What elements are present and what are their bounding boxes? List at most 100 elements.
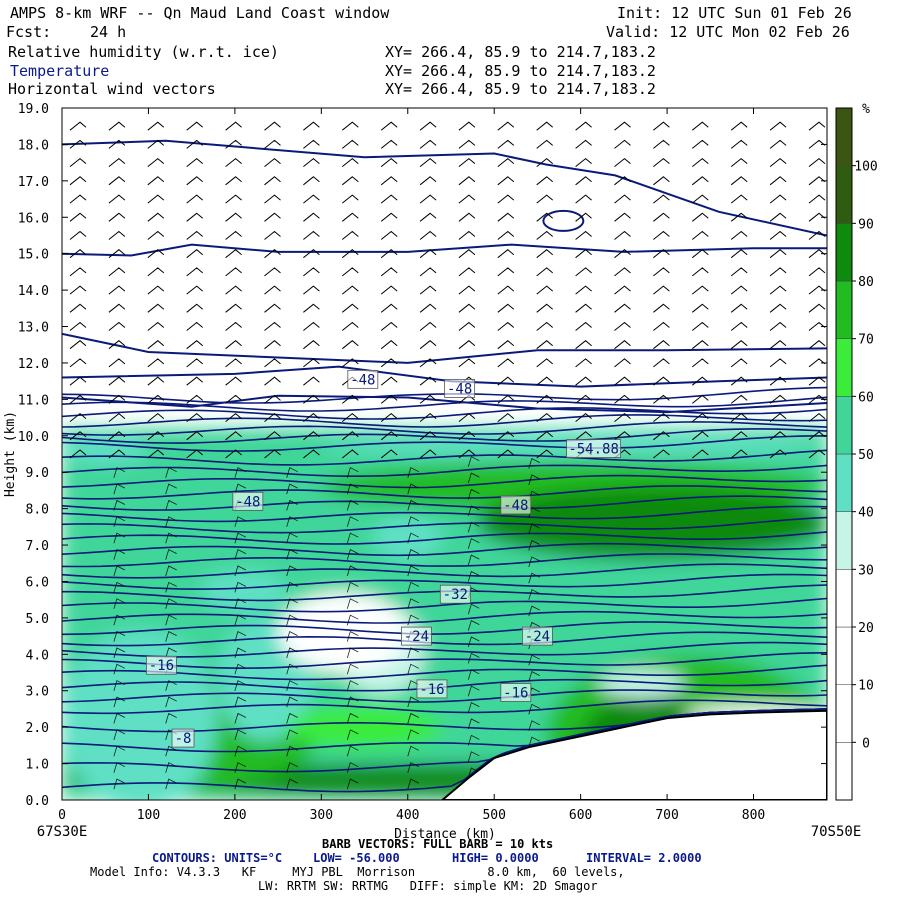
colorbar-segment <box>835 165 853 224</box>
colorbar-segment <box>835 280 853 339</box>
colorbar-label: 50 <box>858 448 874 463</box>
contour-label: -16 <box>416 679 448 699</box>
contour-label-box <box>500 683 532 702</box>
colorbar-segment <box>835 453 853 512</box>
contour-label: -48 <box>232 491 264 511</box>
field-xy-wind: XY= 266.4, 85.9 to 214.7,183.2 <box>385 80 656 98</box>
terrain-surface <box>440 709 827 800</box>
y-tick-label: 15.0 <box>18 248 49 263</box>
x-tick-label: 800 <box>742 808 765 823</box>
contour-label-box <box>401 626 432 646</box>
contour-label-box <box>522 626 553 646</box>
temperature-contour <box>62 531 827 545</box>
y-tick-label: 9.0 <box>26 466 49 481</box>
y-tick-label: 13.0 <box>18 321 49 336</box>
contour-label: -48 <box>500 495 532 515</box>
rh-blob <box>200 570 287 611</box>
colorbar: 0 10 20 30 40 50 60 70 80 90 100 <box>835 107 878 801</box>
colorbar-label: 100 <box>854 160 877 175</box>
contour-label-box <box>416 679 448 699</box>
forecast-hour: 24 h <box>90 23 127 41</box>
contour-label-box <box>171 728 195 748</box>
temperature-contour <box>62 621 827 636</box>
contour-label-text: -16 <box>149 658 174 674</box>
contour-label-box <box>232 491 264 511</box>
contour-label: -24 <box>401 626 432 646</box>
y-tick-label: 14.0 <box>18 284 49 299</box>
contour-label-text: -48 <box>447 381 472 397</box>
contour-label-text: -24 <box>525 629 550 645</box>
contour-label-box <box>146 655 177 675</box>
contour-label-text: -48 <box>503 498 528 514</box>
temperature-contour <box>62 485 827 500</box>
valid-time: Valid: 12 UTC Mon 02 Feb 26 <box>606 23 850 41</box>
colorbar-segment <box>835 569 853 628</box>
colorbar-segment <box>835 396 853 455</box>
temperature-contour <box>62 699 827 715</box>
temperature-contour <box>62 563 827 579</box>
temperature-contour <box>62 641 827 658</box>
y-tick-label: 0.0 <box>26 794 49 809</box>
y-tick-label: 19.0 <box>18 102 49 117</box>
contour-label-text: -24 <box>404 629 429 645</box>
contour-label: -8 <box>171 728 195 748</box>
field-xy-rh: XY= 266.4, 85.9 to 214.7,183.2 <box>385 43 656 61</box>
rh-blob <box>278 592 408 673</box>
y-tick-label: 10.0 <box>18 430 49 445</box>
x-tick-label: 100 <box>137 808 160 823</box>
wind-barbs <box>69 121 826 790</box>
colorbar-segment <box>835 107 853 166</box>
y-tick-label: 16.0 <box>18 211 49 226</box>
y-axis-label: Height (km) <box>3 411 18 497</box>
colorbar-label: 90 <box>858 217 874 232</box>
x-tick-label: 500 <box>482 808 505 823</box>
y-tick-label: 12.0 <box>18 357 49 372</box>
x-tick-label: 200 <box>223 808 246 823</box>
field-name-rh: Relative humidity (w.r.t. ice) <box>8 43 279 61</box>
colorbar-segment <box>835 223 853 282</box>
y-tick-label: 11.0 <box>18 393 49 408</box>
contour-label: -48 <box>347 369 379 389</box>
field-xy-temperature: XY= 266.4, 85.9 to 214.7,183.2 <box>385 62 656 80</box>
contour-labels: -48 -48 -54.88 -48 -48 -32 -24 -24 -16 -16 -16 -8 <box>146 369 622 748</box>
contours-interval: INTERVAL= 2.0000 <box>586 851 702 865</box>
temperature-contour <box>62 474 827 489</box>
temperature-contour <box>62 553 827 568</box>
colorbar-label: 30 <box>858 563 874 578</box>
x-tick-label: 700 <box>655 808 678 823</box>
contour-label: -54.88 <box>566 439 622 458</box>
barb-note: BARB VECTORS: FULL BARB = 10 kts <box>322 837 554 851</box>
plot-frame <box>61 107 828 801</box>
axes: 0.0 1.0 2.0 3.0 4.0 5.0 6.0 7.0 8.0 9.0 10.0 11.0 12… <box>18 102 827 823</box>
contour-label-text: -16 <box>419 682 444 698</box>
terrain-mask <box>440 709 827 800</box>
y-tick-label: 2.0 <box>26 721 49 736</box>
temperature-contour <box>62 421 827 436</box>
temperature-contour <box>62 139 827 237</box>
contour-label-text: -48 <box>350 372 375 388</box>
y-tick-label: 3.0 <box>26 685 49 700</box>
y-tick-label: 4.0 <box>26 648 49 663</box>
contour-label-box <box>566 439 622 458</box>
temperature-contour <box>62 495 827 511</box>
contour-label-text: -8 <box>175 731 192 747</box>
rh-blob <box>476 486 827 560</box>
model-info: Model Info: V4.3.3 KF MYJ PBL Morrison 8… <box>90 865 625 879</box>
field-name-temperature: Temperature <box>10 62 110 80</box>
temperature-contour <box>62 516 827 534</box>
left-endpoint-label: 67S30E <box>37 824 88 840</box>
colorbar-label: 20 <box>858 621 874 636</box>
init-time: Init: 12 UTC Sun 01 Feb 26 <box>617 4 852 22</box>
y-tick-label: 18.0 <box>18 138 49 153</box>
colorbar-label: 80 <box>858 275 874 290</box>
x-tick-label: 400 <box>396 808 419 823</box>
contour-label: -24 <box>522 626 553 646</box>
temperature-contour <box>62 631 827 647</box>
y-tick-label: 6.0 <box>26 575 49 590</box>
temperature-contour <box>62 435 827 452</box>
temperature-contour <box>62 428 827 444</box>
contour-label-box <box>500 495 532 515</box>
rh-blob <box>286 705 443 750</box>
contour-label: -16 <box>500 683 532 702</box>
field-name-wind: Horizontal wind vectors <box>8 80 216 98</box>
